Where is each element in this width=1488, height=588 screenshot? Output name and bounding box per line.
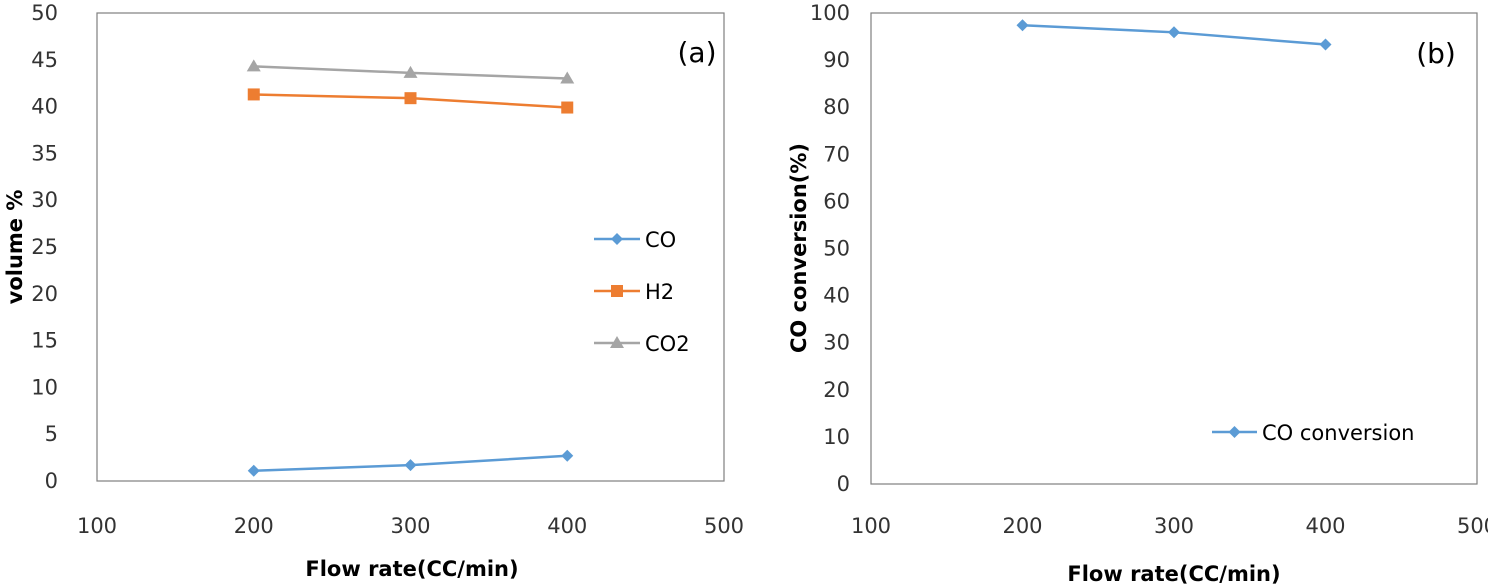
legend-marker xyxy=(610,336,624,348)
data-point xyxy=(246,59,261,72)
y-tick-label: 35 xyxy=(31,141,58,165)
y-tick-label: 10 xyxy=(823,425,850,449)
x-tick-label: 200 xyxy=(234,514,274,538)
legend-marker xyxy=(1228,426,1241,438)
panel-label: (b) xyxy=(1416,37,1456,70)
series-h2 xyxy=(247,88,574,114)
y-tick-label: 20 xyxy=(823,378,850,402)
y-tick-label: 45 xyxy=(31,48,58,72)
data-point xyxy=(1319,38,1332,51)
data-point xyxy=(560,71,575,84)
x-tick-label: 200 xyxy=(1002,514,1042,538)
legend-label: CO xyxy=(645,228,676,252)
x-tick-label: 100 xyxy=(851,514,891,538)
legend-item: CO xyxy=(594,228,676,252)
x-tick-label: 500 xyxy=(704,514,744,538)
x-axis-title: Flow rate(CC/min) xyxy=(1067,562,1280,586)
plot-area xyxy=(870,12,1478,485)
series-co xyxy=(247,449,574,477)
panel-label: (a) xyxy=(677,36,716,69)
chart-panel-a: 0 5 10 15 20 25 30 35 40 45 50 100 200 300 400 500 Flow … xyxy=(3,1,744,581)
y-tick-label: 30 xyxy=(823,331,850,355)
y-tick-label: 40 xyxy=(823,284,850,308)
data-point xyxy=(404,92,417,105)
y-tick-label: 15 xyxy=(31,329,58,353)
y-tick-label: 0 xyxy=(837,472,850,496)
chart-panel-b: 0 10 20 30 40 50 60 70 80 90 100 100 200 300 400 500 Flo… xyxy=(787,1,1488,586)
data-point xyxy=(561,449,574,462)
data-point xyxy=(561,101,574,114)
y-axis-title: CO conversion(%) xyxy=(787,143,811,353)
y-axis-title: volume % xyxy=(3,190,27,305)
data-point xyxy=(1016,19,1029,32)
data-point xyxy=(403,65,418,78)
y-tick-label: 50 xyxy=(823,237,850,261)
data-point xyxy=(247,88,260,101)
legend-label: H2 xyxy=(645,280,674,304)
y-tick-label: 25 xyxy=(31,235,58,259)
y-tick-label: 50 xyxy=(31,1,58,25)
data-point xyxy=(404,459,417,472)
y-tick-label: 20 xyxy=(31,282,58,306)
legend-marker xyxy=(611,285,623,297)
legend-label: CO conversion xyxy=(1262,421,1415,445)
x-tick-label: 300 xyxy=(1154,514,1194,538)
plot-area xyxy=(96,12,725,482)
y-tick-label: 5 xyxy=(45,422,58,446)
data-point xyxy=(247,464,260,477)
y-tick-label: 10 xyxy=(31,375,58,399)
legend-label: CO2 xyxy=(645,332,690,356)
x-axis-title: Flow rate(CC/min) xyxy=(305,557,518,581)
y-tick-label: 100 xyxy=(810,1,850,25)
y-tick-label: 80 xyxy=(823,95,850,119)
legend-item: H2 xyxy=(594,280,674,304)
data-point xyxy=(1168,26,1180,39)
y-tick-label: 40 xyxy=(31,95,58,119)
y-tick-label: 60 xyxy=(823,189,850,213)
legend-item: CO conversion xyxy=(1212,421,1415,445)
x-tick-label: 100 xyxy=(77,514,117,538)
series-co-conversion xyxy=(1016,19,1332,51)
x-tick-label: 400 xyxy=(1305,514,1345,538)
y-tick-label: 0 xyxy=(45,469,58,493)
x-tick-label: 400 xyxy=(547,514,587,538)
x-tick-label: 300 xyxy=(390,514,430,538)
y-tick-label: 70 xyxy=(823,142,850,166)
x-tick-label: 500 xyxy=(1457,514,1488,538)
y-tick-label: 30 xyxy=(31,188,58,212)
legend-item: CO2 xyxy=(594,332,690,356)
y-tick-label: 90 xyxy=(823,48,850,72)
legend-marker xyxy=(611,233,623,245)
series-co2 xyxy=(246,59,575,84)
